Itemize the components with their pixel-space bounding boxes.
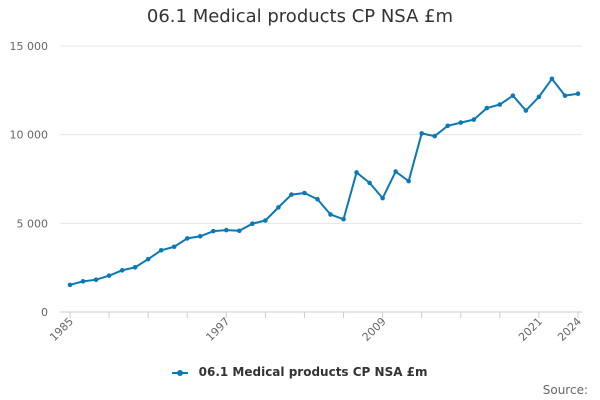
y-tick-label: 10 000 — [10, 129, 49, 142]
data-point — [354, 170, 359, 175]
x-tick-label: 1985 — [47, 315, 76, 344]
data-point — [263, 218, 268, 223]
data-point — [171, 244, 177, 250]
legend-series-label: 06.1 Medical products CP NSA £m — [198, 365, 428, 379]
data-point — [575, 91, 581, 97]
data-point — [132, 265, 138, 270]
data-point — [289, 192, 294, 197]
data-point — [432, 133, 438, 139]
data-point — [497, 102, 503, 107]
data-point — [250, 221, 255, 226]
data-point — [184, 236, 190, 241]
data-point — [145, 256, 151, 262]
data-point — [380, 195, 385, 201]
data-point — [93, 277, 99, 283]
data-point — [302, 190, 307, 196]
data-point — [224, 227, 229, 233]
data-point — [67, 282, 73, 288]
data-point — [458, 120, 464, 125]
data-point — [119, 268, 125, 273]
data-point — [158, 247, 164, 253]
data-point — [197, 233, 203, 239]
data-point — [445, 123, 451, 129]
data-point — [276, 205, 281, 210]
data-point — [315, 196, 320, 202]
source-label: Source: — [542, 383, 588, 397]
data-point — [549, 76, 555, 82]
data-point — [419, 131, 424, 136]
x-tick-label: 2009 — [360, 315, 389, 344]
y-tick-label: 15 000 — [10, 40, 49, 53]
data-point — [237, 228, 242, 234]
data-point — [80, 279, 86, 284]
series-line — [69, 77, 579, 286]
y-tick-label: 0 — [41, 306, 48, 319]
data-point — [341, 216, 346, 222]
data-point — [510, 93, 516, 98]
data-point — [328, 212, 333, 217]
data-point — [536, 94, 542, 100]
data-point — [471, 117, 477, 122]
data-point — [393, 169, 398, 174]
y-tick-label: 5 000 — [17, 217, 49, 230]
legend[interactable]: 06.1 Medical products CP NSA £m — [0, 365, 600, 379]
data-point — [562, 93, 568, 98]
x-tick-label: 1997 — [203, 315, 232, 344]
x-tick-label: 2021 — [516, 315, 545, 344]
data-point — [210, 228, 216, 234]
data-point — [367, 180, 372, 186]
legend-series-marker-icon — [172, 369, 189, 376]
data-point — [484, 105, 490, 111]
data-point — [106, 273, 112, 278]
data-point — [406, 178, 411, 184]
data-point — [523, 108, 529, 113]
x-tick-label: 2024 — [555, 315, 584, 344]
chart-title: 06.1 Medical products CP NSA £m — [146, 6, 454, 27]
